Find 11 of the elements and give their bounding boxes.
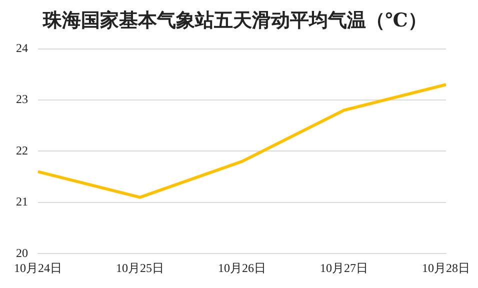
x-tick-label: 10月27日 [320, 260, 368, 275]
chart-title: 珠海国家基本气象站五天滑动平均气温（℃） [42, 9, 427, 32]
y-tick-label: 23 [16, 92, 28, 106]
x-tick-label: 10月24日 [14, 260, 62, 275]
y-tick-label: 20 [16, 246, 28, 260]
x-tick-label: 10月25日 [116, 260, 164, 275]
y-tick-label: 22 [16, 143, 28, 158]
x-tick-label: 10月26日 [218, 260, 266, 275]
x-tick-label: 10月28日 [422, 260, 470, 275]
y-tick-label: 21 [16, 194, 28, 209]
y-tick-label: 24 [16, 40, 28, 55]
